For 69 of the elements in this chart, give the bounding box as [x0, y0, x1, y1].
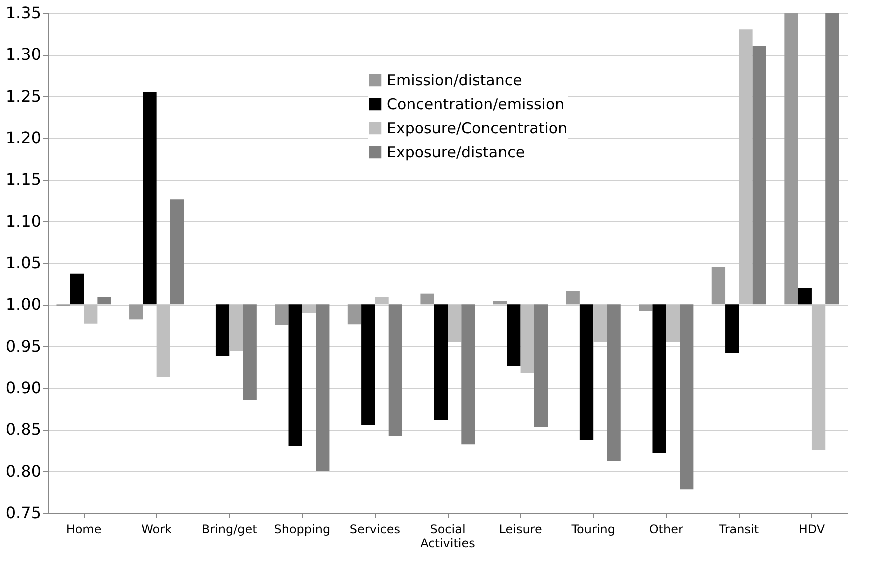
- x-tick-label: Other: [649, 522, 684, 536]
- bar: [566, 291, 580, 305]
- bar: [712, 267, 726, 305]
- x-tick-label: Shopping: [274, 522, 331, 536]
- x-tick-label: HDV: [798, 522, 826, 536]
- bar: [798, 288, 812, 305]
- legend-label: Exposure/distance: [387, 144, 526, 162]
- bar: [826, 13, 840, 305]
- bar: [448, 304, 462, 342]
- bar: [520, 304, 534, 373]
- bar: [288, 304, 302, 446]
- bar: [84, 304, 98, 324]
- bar: [170, 200, 184, 305]
- bar: [130, 304, 144, 320]
- bar: [143, 92, 157, 305]
- x-tick-label: Transit: [718, 522, 760, 536]
- bar: [680, 304, 694, 490]
- bar: [98, 297, 112, 305]
- y-tick-label: 1.25: [6, 86, 42, 106]
- x-tick-label: Work: [142, 522, 172, 536]
- x-tick-label: Leisure: [499, 522, 542, 536]
- bar: [726, 304, 740, 353]
- bar: [784, 13, 798, 305]
- y-tick-label: 1.10: [6, 212, 42, 231]
- bar: [70, 274, 84, 305]
- y-tick-label: 1.20: [6, 128, 42, 148]
- x-tick-label: Home: [66, 522, 102, 536]
- bar: [594, 304, 608, 342]
- bar: [462, 304, 476, 445]
- legend-label: Exposure/Concentration: [387, 120, 568, 138]
- bar: [739, 30, 753, 305]
- x-tick-label: Services: [350, 522, 401, 536]
- bar: [420, 294, 434, 305]
- y-tick-label: 1.30: [6, 45, 42, 64]
- bar: [507, 304, 521, 366]
- bar: [216, 304, 230, 356]
- y-tick-label: 0.75: [6, 504, 42, 522]
- bar: [302, 304, 316, 313]
- y-tick-label: 1.15: [6, 170, 42, 190]
- y-tick-label: 0.85: [6, 420, 42, 440]
- y-tick-label: 1.05: [6, 254, 42, 272]
- bar: [275, 304, 289, 326]
- bar: [534, 304, 548, 428]
- legend-label: Emission/distance: [387, 72, 522, 90]
- bar: [388, 304, 403, 436]
- bar: [639, 304, 653, 312]
- bar: [812, 304, 826, 450]
- bar: [666, 304, 680, 342]
- y-tick-label: 1.35: [6, 4, 42, 22]
- x-tick-label: Bring/get: [202, 522, 258, 536]
- bar: [156, 304, 170, 378]
- x-tick-label: Social Activities: [420, 522, 476, 550]
- y-tick-label: 0.95: [6, 336, 42, 356]
- bar: [348, 304, 362, 325]
- bar: [434, 304, 448, 420]
- bar: [752, 46, 766, 305]
- y-tick-label: 1.00: [6, 295, 42, 314]
- bar: [652, 304, 666, 453]
- bar: [607, 304, 621, 462]
- y-tick-label: 0.90: [6, 378, 42, 398]
- bar: [580, 304, 594, 440]
- bar: [243, 304, 257, 400]
- y-tick-label: 0.80: [6, 462, 42, 481]
- bar: [316, 304, 330, 472]
- x-tick-label: Touring: [570, 522, 616, 536]
- bar: [362, 304, 376, 426]
- bar: [375, 297, 389, 305]
- bar: [230, 304, 244, 352]
- legend-label: Concentration/emission: [387, 96, 565, 114]
